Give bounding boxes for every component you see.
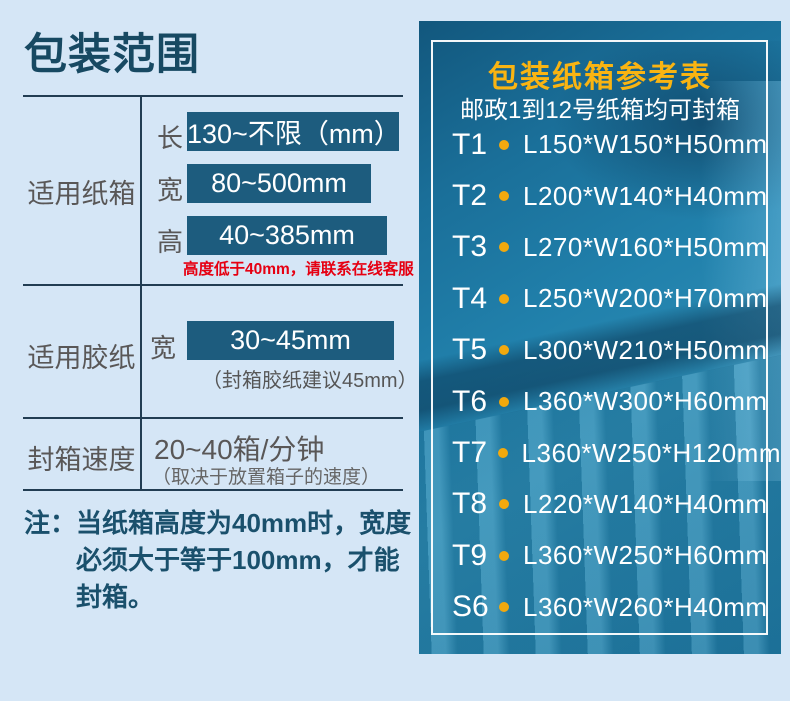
carton-size: L360*W300*H60mm [523,386,768,417]
carton-code: S6 [452,590,489,624]
dim-label-length: 长 [157,123,184,153]
carton-size: L360*W250*H60mm [523,540,768,571]
bullet-dot-icon [499,191,509,202]
table-line-vertical [140,95,142,491]
carton-code: T7 [452,436,488,470]
carton-code: T9 [452,538,488,572]
dim-label-tape-width: 宽 [150,333,177,363]
panel-title: 包装纸箱参考表 [488,61,712,94]
page-title: 包装范围 [24,31,200,79]
carton-size-row: T9 L360*W250*H60mm [419,530,781,581]
footnote: 注： 当纸箱高度为40mm时，宽度必须大于等于100mm，才能封箱。 [24,505,414,616]
carton-size-row: T8 L220*W140*H40mm [419,479,781,530]
carton-size-row: T2 L200*W140*H40mm [419,170,781,221]
value-box-width: 80~500mm [187,164,371,203]
carton-size: L300*W210*H50mm [523,334,768,365]
carton-size-row: T7 L360*W250*H120mm [419,427,781,478]
carton-size-row: T5 L300*W210*H50mm [419,325,781,376]
carton-size: L360*W260*H40mm [523,591,768,622]
carton-size-row: T4 L250*W200*H70mm [419,273,781,324]
row-label-carton: 适用纸箱 [27,179,136,209]
carton-code: T5 [452,333,488,367]
panel-subtitle: 邮政1到12号纸箱均可封箱 [459,97,741,124]
carton-code: T1 [452,127,488,161]
carton-size: L360*W250*H120mm [521,437,781,468]
carton-code: T4 [452,281,488,315]
carton-size: L220*W140*H40mm [523,488,768,519]
table-line-mid2 [23,417,403,419]
bullet-dot-icon [497,448,508,459]
carton-code: T8 [452,487,488,521]
carton-size-row: T1 L150*W150*H50mm [419,119,781,170]
carton-size: L270*W160*H50mm [523,231,768,262]
carton-size-row: T6 L360*W300*H60mm [419,376,781,427]
carton-size: L200*W140*H40mm [523,180,768,211]
tape-note: （封箱胶纸建议45mm） [202,370,418,392]
row-label-tape: 适用胶纸 [27,343,136,373]
carton-code: T3 [452,230,488,264]
carton-size-list: T1 L150*W150*H50mm T2 L200*W140*H40mm T3… [419,119,781,633]
table-line-bottom [23,489,403,491]
carton-size-row: T3 L270*W160*H50mm [419,222,781,273]
bullet-dot-icon [499,602,509,613]
carton-size: L150*W150*H50mm [523,129,768,160]
speed-note: （取决于放置箱子的速度） [152,467,381,488]
panel-border-frame [431,40,768,635]
value-box-height: 40~385mm [187,216,387,255]
bullet-dot-icon [499,345,509,356]
table-line-top [23,95,403,97]
footnote-prefix: 注： [24,508,77,538]
bullet-dot-icon [499,242,509,253]
bullet-dot-icon [499,293,509,304]
carton-code: T6 [452,384,488,418]
value-box-length: 130~不限（mm） [187,112,401,151]
carton-code: T2 [452,179,488,213]
table-line-mid1 [23,284,403,286]
value-box-tape-width: 30~45mm [187,321,394,360]
dim-label-height: 高 [157,227,184,257]
carton-reference-panel: 包装纸箱参考表 邮政1到12号纸箱均可封箱 T1 L150*W150*H50mm… [419,21,781,654]
bullet-dot-icon [499,550,509,561]
carton-size-row: S6 L360*W260*H40mm [419,582,781,633]
dim-label-width: 宽 [157,175,184,205]
bullet-dot-icon [499,139,509,150]
row-label-speed: 封箱速度 [27,445,136,475]
speed-value: 20~40箱/分钟 [154,434,325,465]
height-warning-text: 高度低于40mm，请联系在线客服 [183,261,414,278]
carton-size: L250*W200*H70mm [523,283,768,314]
bullet-dot-icon [499,499,509,510]
bullet-dot-icon [499,396,509,407]
footnote-text: 当纸箱高度为40mm时，宽度必须大于等于100mm，才能封箱。 [76,508,412,612]
